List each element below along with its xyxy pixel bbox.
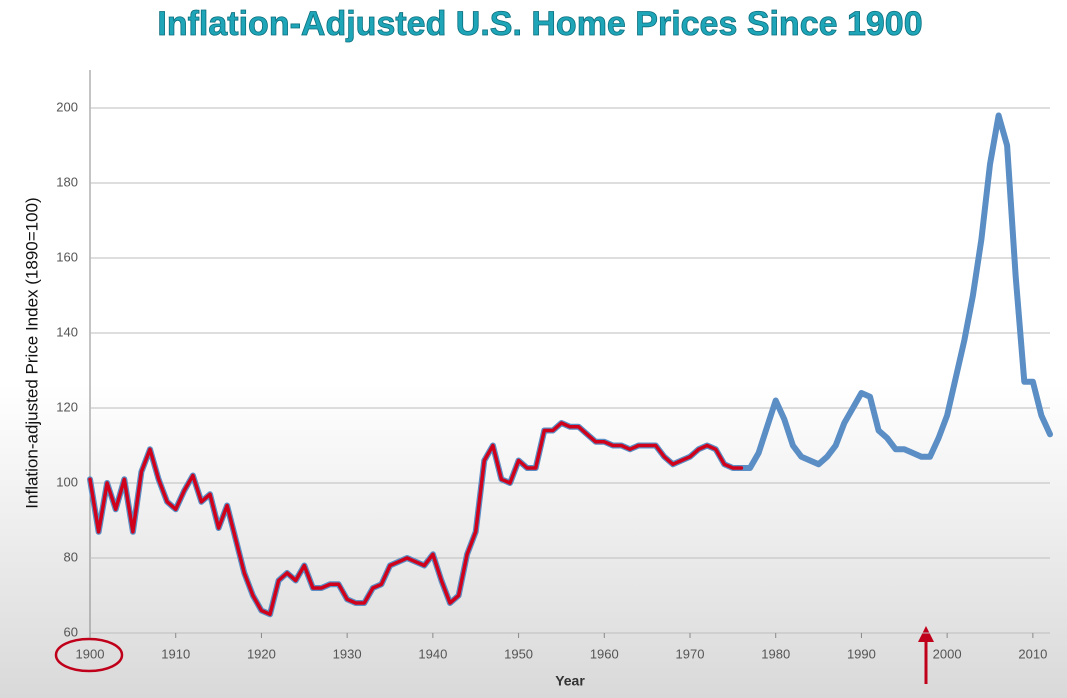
- x-tick-label: 1900: [76, 646, 105, 661]
- x-tick-label: 1960: [590, 646, 619, 661]
- y-axis-label: Inflation-adjusted Price Index (1890=100…: [22, 197, 41, 508]
- x-tick-label: 1970: [676, 646, 705, 661]
- x-tick-label: 2000: [933, 646, 962, 661]
- chart-title: Inflation-Adjusted U.S. Home Prices Sinc…: [157, 5, 922, 43]
- y-tick-label: 180: [56, 174, 78, 189]
- x-axis-label: Year: [555, 673, 585, 689]
- y-tick-label: 80: [64, 549, 78, 564]
- y-tick-label: 200: [56, 99, 78, 114]
- y-tick-label: 160: [56, 249, 78, 264]
- x-tick-label: 2010: [1018, 646, 1047, 661]
- x-tick-label: 1940: [418, 646, 447, 661]
- y-tick-label: 120: [56, 399, 78, 414]
- x-tick-label: 1950: [504, 646, 533, 661]
- y-tick-label: 140: [56, 324, 78, 339]
- x-tick-label: 1980: [761, 646, 790, 661]
- y-tick-label: 100: [56, 474, 78, 489]
- line-series: [88, 421, 744, 617]
- arrow: [918, 626, 934, 684]
- x-tick-label: 1910: [161, 646, 190, 661]
- x-tick-label: 1930: [333, 646, 362, 661]
- x-tick-label: 1920: [247, 646, 276, 661]
- y-tick-label: 60: [64, 624, 78, 639]
- x-tick-label: 1990: [847, 646, 876, 661]
- highlight-circle: [54, 637, 124, 673]
